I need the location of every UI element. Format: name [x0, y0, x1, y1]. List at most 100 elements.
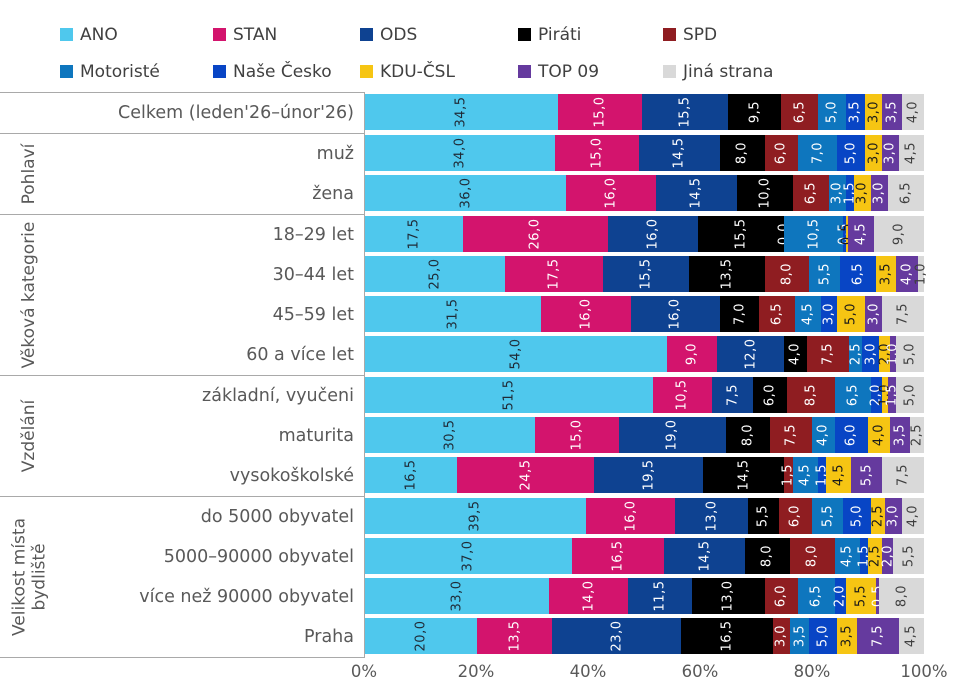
legend-item: Motoristé	[60, 62, 213, 82]
legend-label: ODS	[380, 24, 418, 45]
bar-segment: 4,5	[795, 296, 821, 332]
bar-segment-label: 6,0	[773, 141, 789, 165]
bar-segment: 34,0	[365, 135, 556, 171]
bars-area: 34,5 15,0 15,5 9,5 6,5 5,0 3,5 3,0 3,5 4,0	[364, 92, 924, 133]
bar-segment: 19,0	[619, 417, 726, 453]
bar-segment-label: 4,0	[905, 504, 921, 528]
bar-segment: 4,0	[901, 94, 924, 130]
bar-segment: 6,5	[798, 578, 835, 614]
bar-segment-label: 15,0	[592, 96, 608, 128]
x-tick-label: 40%	[569, 662, 607, 681]
bar-segment: 3,0	[882, 135, 899, 171]
bar-segment: 15,0	[555, 135, 639, 171]
bar-segment-label: 16,0	[645, 218, 661, 250]
bar-segment: 6,5	[887, 175, 924, 211]
bar: 37,0 16,5 14,5 8,0 8,0 4,5 1,5 2,5 2,0 5,5	[365, 538, 924, 574]
bar-segment: 0,5	[840, 216, 855, 252]
group-label-area: Vzdělání základní, vyučeni maturita vysokoš…	[0, 375, 364, 496]
bar-segment-label: 3,0	[885, 504, 901, 528]
bar-segment-label: 6,5	[850, 262, 866, 286]
row-label: maturita	[278, 426, 354, 446]
bar-segment-label: 2,5	[909, 423, 925, 447]
bar-segment: 8,5	[787, 377, 835, 413]
bar-segment: 3,0	[854, 175, 871, 211]
bar-segment: 23,0	[552, 618, 681, 654]
bar-segment-label: 9,5	[747, 100, 763, 124]
bar-segment: 6,5	[840, 256, 877, 292]
x-axis: 0% 20% 40% 60% 80% 100%	[351, 662, 948, 686]
bar-segment: 16,0	[541, 296, 631, 332]
bar-segment-label: 4,0	[787, 342, 803, 366]
bar-segment: 3,0	[820, 296, 838, 332]
bar-segment-label: 4,5	[797, 463, 813, 487]
bar-segment: 1,5	[856, 538, 871, 574]
bar-segment-label: 23,0	[609, 620, 625, 652]
row-label: 30–44 let	[272, 265, 354, 285]
bar-segment-label: 4,5	[903, 141, 919, 165]
bar-segment-label: 7,5	[783, 423, 799, 447]
bar-segment-label: 8,0	[894, 584, 910, 608]
bar-segment: 5,5	[809, 256, 841, 292]
legend-label: STAN	[233, 24, 278, 45]
bars-area: 34,0 15,0 14,5 8,0 6,0 7,0 5,0 3,0 3,0 4,5 36,0 16,…	[364, 133, 924, 214]
bar-segment-label: 4,5	[800, 302, 816, 326]
bar-segment-label: 9,0	[891, 222, 907, 246]
legend-label: Naše Česko	[233, 61, 332, 82]
bar-segment: 4,5	[898, 135, 924, 171]
bar-segment: 4,0	[812, 417, 835, 453]
bar-segment-label: 13,0	[704, 500, 720, 532]
bar-segment: 16,5	[365, 457, 458, 493]
bar: 20,0 13,5 23,0 16,5 3,0 3,5 5,0 3,5 7,5 4,5	[365, 618, 924, 654]
row-label: Celkem (leden'26–únor'26)	[118, 103, 354, 123]
bar-segment: 1,0	[877, 377, 892, 413]
bar-segment-label: 4,0	[871, 423, 887, 447]
bar-segment: 36,0	[365, 175, 567, 211]
bar-segment: 7,5	[711, 377, 754, 413]
bar-segment-label: 9,0	[684, 342, 700, 366]
bar-segment: 15,0	[535, 417, 620, 453]
bar-segment-label: 7,5	[725, 383, 741, 407]
bar-segment-label: 54,0	[508, 338, 524, 370]
bar-segment: 15,0	[557, 94, 642, 130]
bar-segment: 37,0	[365, 538, 572, 574]
category-group: Celkem (leden'26–únor'26) 34,5 15,0 15,5 9,5…	[0, 92, 924, 133]
bar-segment-label: 11,5	[652, 580, 668, 612]
row-label: 5000–90000 obyvatel	[163, 547, 354, 567]
bar-segment: 6,0	[764, 578, 799, 614]
bar-segment-label: 16,5	[610, 540, 626, 572]
bar-segment-label: 8,0	[779, 262, 795, 286]
bar-segment: 3,0	[865, 135, 883, 171]
bar-segment: 1,5	[884, 377, 899, 413]
bar-segment-label: 7,5	[895, 463, 911, 487]
legend-swatch-icon	[213, 65, 226, 78]
bar-segment-label: 3,5	[847, 100, 863, 124]
bar-segment: 9,0	[873, 216, 924, 252]
bar-segment-label: 6,5	[898, 181, 914, 205]
bar-segment: 2,0	[877, 336, 892, 372]
row-label: 18–29 let	[272, 225, 354, 245]
bar-segment: 0,5	[837, 216, 852, 252]
bar-segment-label: 13,0	[720, 580, 736, 612]
bar-segment-label: 3,0	[882, 141, 898, 165]
bar-segment: 7,5	[882, 457, 924, 493]
legend-row-1: ANO STAN ODS Piráti SPD	[60, 16, 940, 53]
bar-segment: 8,0	[764, 256, 810, 292]
legend: ANO STAN ODS Piráti SPD Motoristé Naše Česko K…	[60, 16, 940, 90]
bar-segment-label: 5,5	[853, 584, 869, 608]
bar-segment: 2,0	[880, 538, 895, 574]
bar-segment: 0,5	[870, 578, 885, 614]
legend-swatch-icon	[360, 65, 373, 78]
bar-segment: 30,5	[365, 417, 536, 453]
bar: 54,0 9,0 12,0 4,0 7,5 2,5 3,0 2,0 1,0 5,0	[365, 336, 924, 372]
bar-segment: 17,5	[365, 216, 463, 252]
bar-segment-label: 34,0	[452, 137, 468, 169]
bar: 36,0 16,0 14,5 10,0 6,5 3,0 1,5 3,0 3,0 6,5	[365, 175, 924, 211]
bar-segment: 3,0	[862, 336, 880, 372]
bar-segment: 5,0	[809, 618, 838, 654]
bar-segment-label: 17,5	[406, 218, 422, 250]
bar-segment: 19,5	[594, 457, 704, 493]
bar-segment-label: 15,5	[638, 258, 654, 290]
bar-segment-label: 14,5	[736, 459, 752, 491]
bar-segment-label: 51,5	[501, 379, 517, 411]
bar-segment: 7,0	[798, 135, 838, 171]
